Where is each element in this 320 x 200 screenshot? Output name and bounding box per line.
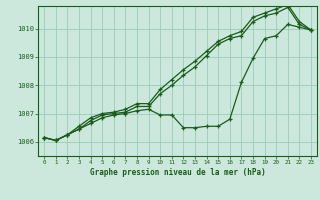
X-axis label: Graphe pression niveau de la mer (hPa): Graphe pression niveau de la mer (hPa)	[90, 168, 266, 177]
